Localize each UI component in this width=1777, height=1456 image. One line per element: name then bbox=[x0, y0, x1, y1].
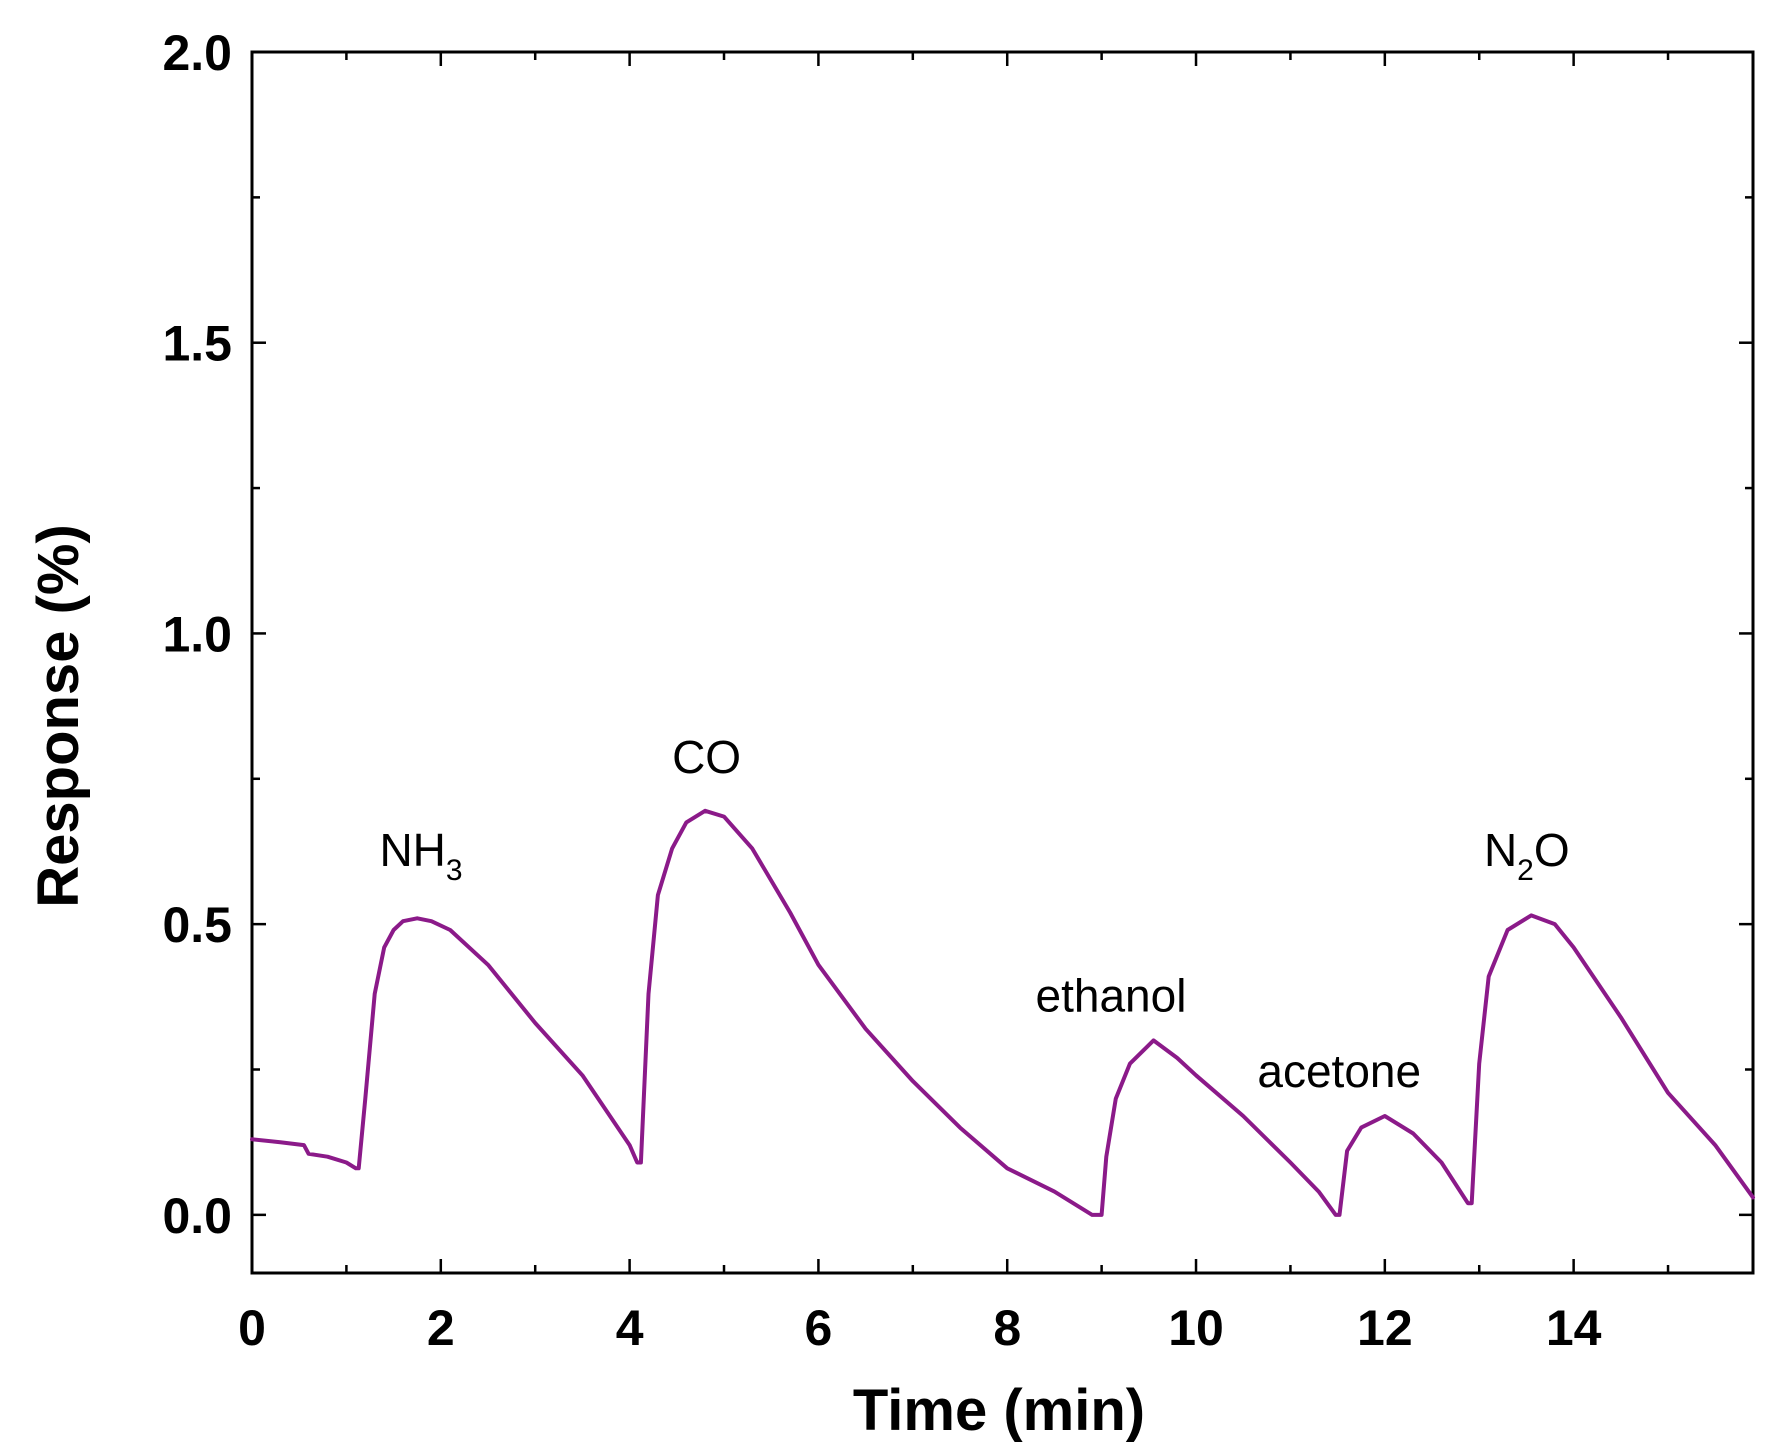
axis-tick-labels: 0 2 4 6 8 10 12 14 0.0 0.5 1.0 1.5 2.0 bbox=[162, 25, 1601, 1356]
y-tick-label: 1.0 bbox=[162, 606, 232, 662]
plot-area bbox=[250, 50, 1755, 1275]
annotation-label: ethanol bbox=[1036, 969, 1187, 1021]
annotation-label: CO bbox=[672, 731, 741, 783]
annotation-label: acetone bbox=[1257, 1045, 1421, 1097]
y-axis-title: Response (%) bbox=[26, 524, 91, 908]
y-tick-label: 1.5 bbox=[162, 316, 232, 372]
x-tick-label: 8 bbox=[993, 1300, 1021, 1356]
x-tick-label: 10 bbox=[1168, 1300, 1224, 1356]
x-tick-label: 6 bbox=[805, 1300, 833, 1356]
x-tick-label: 14 bbox=[1546, 1300, 1602, 1356]
x-tick-label: 12 bbox=[1357, 1300, 1413, 1356]
gas-annotations: NH3 CO ethanol acetone N2O bbox=[379, 731, 1569, 1097]
x-tick-label: 0 bbox=[238, 1300, 266, 1356]
y-tick-label: 0.0 bbox=[162, 1188, 232, 1244]
axis-ticks bbox=[250, 50, 1753, 1273]
x-tick-label: 2 bbox=[427, 1300, 455, 1356]
plot-frame bbox=[250, 50, 1755, 1275]
response-series-line bbox=[250, 808, 1755, 1217]
annotation-label: NH3 bbox=[379, 824, 462, 887]
y-tick-label: 2.0 bbox=[162, 25, 232, 81]
annotation-label: N2O bbox=[1484, 824, 1570, 887]
x-tick-label: 4 bbox=[616, 1300, 644, 1356]
y-tick-label: 0.5 bbox=[162, 897, 232, 953]
x-axis-title: Time (min) bbox=[853, 1378, 1145, 1443]
